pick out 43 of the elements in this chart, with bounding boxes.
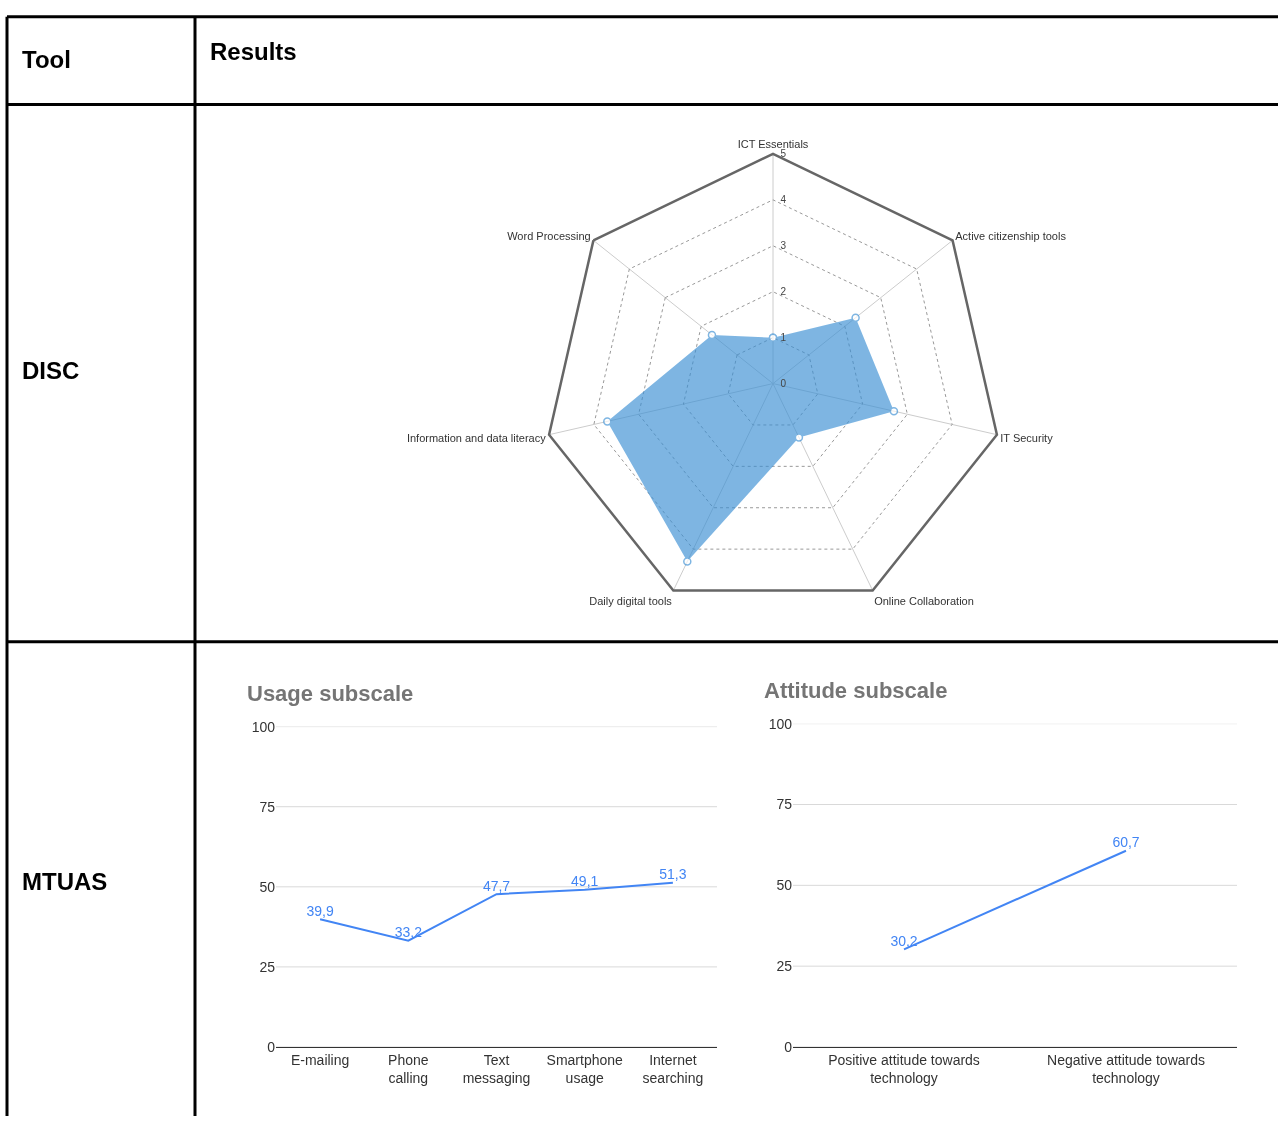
y-tick-label: 75 [776, 796, 793, 813]
data-label: 51,3 [659, 866, 687, 883]
y-tick-label: 2 [780, 285, 787, 297]
x-tick-label: Phone calling [388, 1051, 429, 1086]
y-tick-label: 1 [780, 331, 787, 343]
spoke-label: Active citizenship tools [955, 229, 1067, 242]
y-tick-label: 100 [251, 718, 276, 735]
spoke-label: Information and data literacy [406, 431, 547, 444]
y-tick-label: 3 [780, 240, 787, 252]
data-label: 33,2 [394, 924, 423, 941]
y-tick-label: 50 [776, 877, 793, 894]
y-tick-label: 4 [780, 194, 787, 206]
y-tick-label: 100 [768, 715, 793, 732]
spoke-label: Daily digital tools [589, 595, 673, 608]
text: DISC [22, 357, 80, 384]
y-tick-label: 75 [259, 798, 276, 815]
y-tick-label: 25 [776, 958, 793, 975]
data-label: 47,7 [482, 877, 511, 894]
y-tick-label: 0 [780, 377, 787, 389]
text: MTUAS [22, 868, 108, 895]
x-tick-label: Negative attitude towards technology [1047, 1051, 1205, 1086]
data-label: 49,1 [571, 873, 599, 890]
text: Tool [22, 46, 71, 73]
spoke-label: ICT Essentials [737, 138, 809, 151]
spoke-label: Word Processing [507, 229, 591, 242]
y-tick-label: 50 [259, 878, 276, 895]
data-label: 30,2 [890, 932, 918, 949]
chart-title: Attitude subscale [764, 678, 948, 703]
y-tick-label: 25 [259, 958, 276, 975]
x-tick-label: Positive attitude towards technology [828, 1051, 980, 1086]
y-tick-label: 5 [780, 148, 787, 160]
x-tick-label: Text messaging [462, 1051, 531, 1086]
spoke-label: Online Collaboration [874, 595, 974, 608]
spoke-label: IT Security [1000, 431, 1054, 444]
chart-title: Usage subscale [247, 681, 414, 706]
y-tick-label: 0 [267, 1038, 276, 1055]
x-tick-label: Smartphone usage [546, 1051, 624, 1086]
data-label: 60,7 [1112, 834, 1140, 851]
data-label: 39,9 [306, 902, 334, 919]
x-tick-label: E-mailing [290, 1051, 350, 1068]
x-tick-label: Internet searching [642, 1051, 704, 1086]
y-tick-label: 0 [784, 1038, 793, 1055]
text: Results [210, 38, 297, 65]
